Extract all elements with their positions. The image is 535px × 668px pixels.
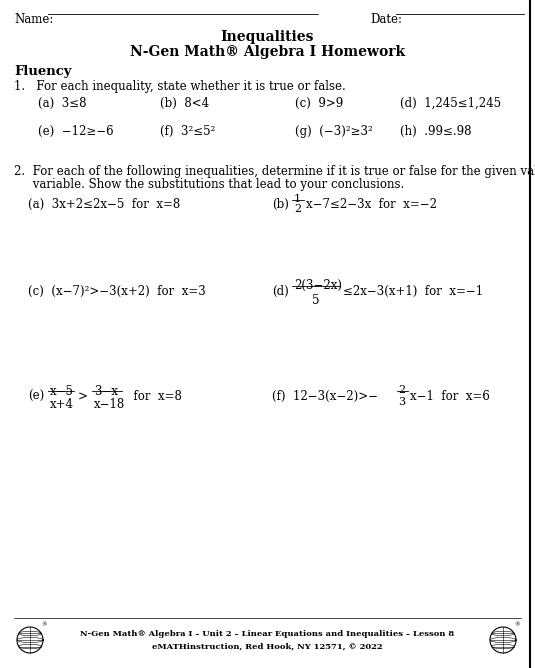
Text: Name:: Name: <box>14 13 54 26</box>
Text: Date:: Date: <box>370 13 402 26</box>
Text: 5: 5 <box>312 294 319 307</box>
Text: (f)  12−3(x−2)>−: (f) 12−3(x−2)>− <box>272 390 378 403</box>
Text: (d): (d) <box>272 285 289 298</box>
Text: (e)  −12≥−6: (e) −12≥−6 <box>38 125 113 138</box>
Text: Fluency: Fluency <box>14 65 72 78</box>
Text: x−5: x−5 <box>50 385 74 398</box>
Text: (a)  3≤8: (a) 3≤8 <box>38 97 87 110</box>
Text: 2.  For each of the following inequalities, determine if it is true or false for: 2. For each of the following inequalitie… <box>14 165 535 178</box>
Text: for  x=8: for x=8 <box>126 390 182 403</box>
Text: ®: ® <box>514 622 519 627</box>
Text: 2: 2 <box>398 385 405 395</box>
Text: (c)  (x−7)²>−3(x+2)  for  x=3: (c) (x−7)²>−3(x+2) for x=3 <box>28 285 206 298</box>
Text: N-Gen Math® Algebra I – Unit 2 – Linear Equations and Inequalities – Lesson 8: N-Gen Math® Algebra I – Unit 2 – Linear … <box>80 630 455 638</box>
Text: 2(3−2x): 2(3−2x) <box>294 279 342 292</box>
Text: N-Gen Math® Algebra I Homework: N-Gen Math® Algebra I Homework <box>130 45 405 59</box>
Text: variable. Show the substitutions that lead to your conclusions.: variable. Show the substitutions that le… <box>14 178 404 191</box>
Text: (h)  .99≤.98: (h) .99≤.98 <box>400 125 471 138</box>
Text: 1.   For each inequality, state whether it is true or false.: 1. For each inequality, state whether it… <box>14 80 346 93</box>
Text: x−1  for  x=6: x−1 for x=6 <box>410 390 490 403</box>
Text: (d)  1,245≤1,245: (d) 1,245≤1,245 <box>400 97 501 110</box>
Text: (f)  3²≤5²: (f) 3²≤5² <box>160 125 216 138</box>
Text: eMATHinstruction, Red Hook, NY 12571, © 2022: eMATHinstruction, Red Hook, NY 12571, © … <box>152 643 383 651</box>
Text: Inequalities: Inequalities <box>221 30 314 44</box>
Text: 2: 2 <box>294 204 301 214</box>
Text: (g)  (−3)²≥3²: (g) (−3)²≥3² <box>295 125 373 138</box>
Text: (c)  9>9: (c) 9>9 <box>295 97 343 110</box>
Text: x+4: x+4 <box>50 398 74 411</box>
Text: ®: ® <box>41 622 47 627</box>
Text: ≤2x−3(x+1)  for  x=−1: ≤2x−3(x+1) for x=−1 <box>343 285 483 298</box>
Text: (b)  8<4: (b) 8<4 <box>160 97 209 110</box>
Text: (e): (e) <box>28 390 44 403</box>
Text: (a)  3x+2≤2x−5  for  x=8: (a) 3x+2≤2x−5 for x=8 <box>28 198 180 211</box>
Text: x−7≤2−3x  for  x=−2: x−7≤2−3x for x=−2 <box>306 198 437 211</box>
Text: (b): (b) <box>272 198 289 211</box>
Text: 3: 3 <box>398 397 405 407</box>
Text: 1: 1 <box>294 194 301 204</box>
Text: x−18: x−18 <box>94 398 125 411</box>
Text: >: > <box>78 391 88 404</box>
Text: 3−x: 3−x <box>94 385 118 398</box>
